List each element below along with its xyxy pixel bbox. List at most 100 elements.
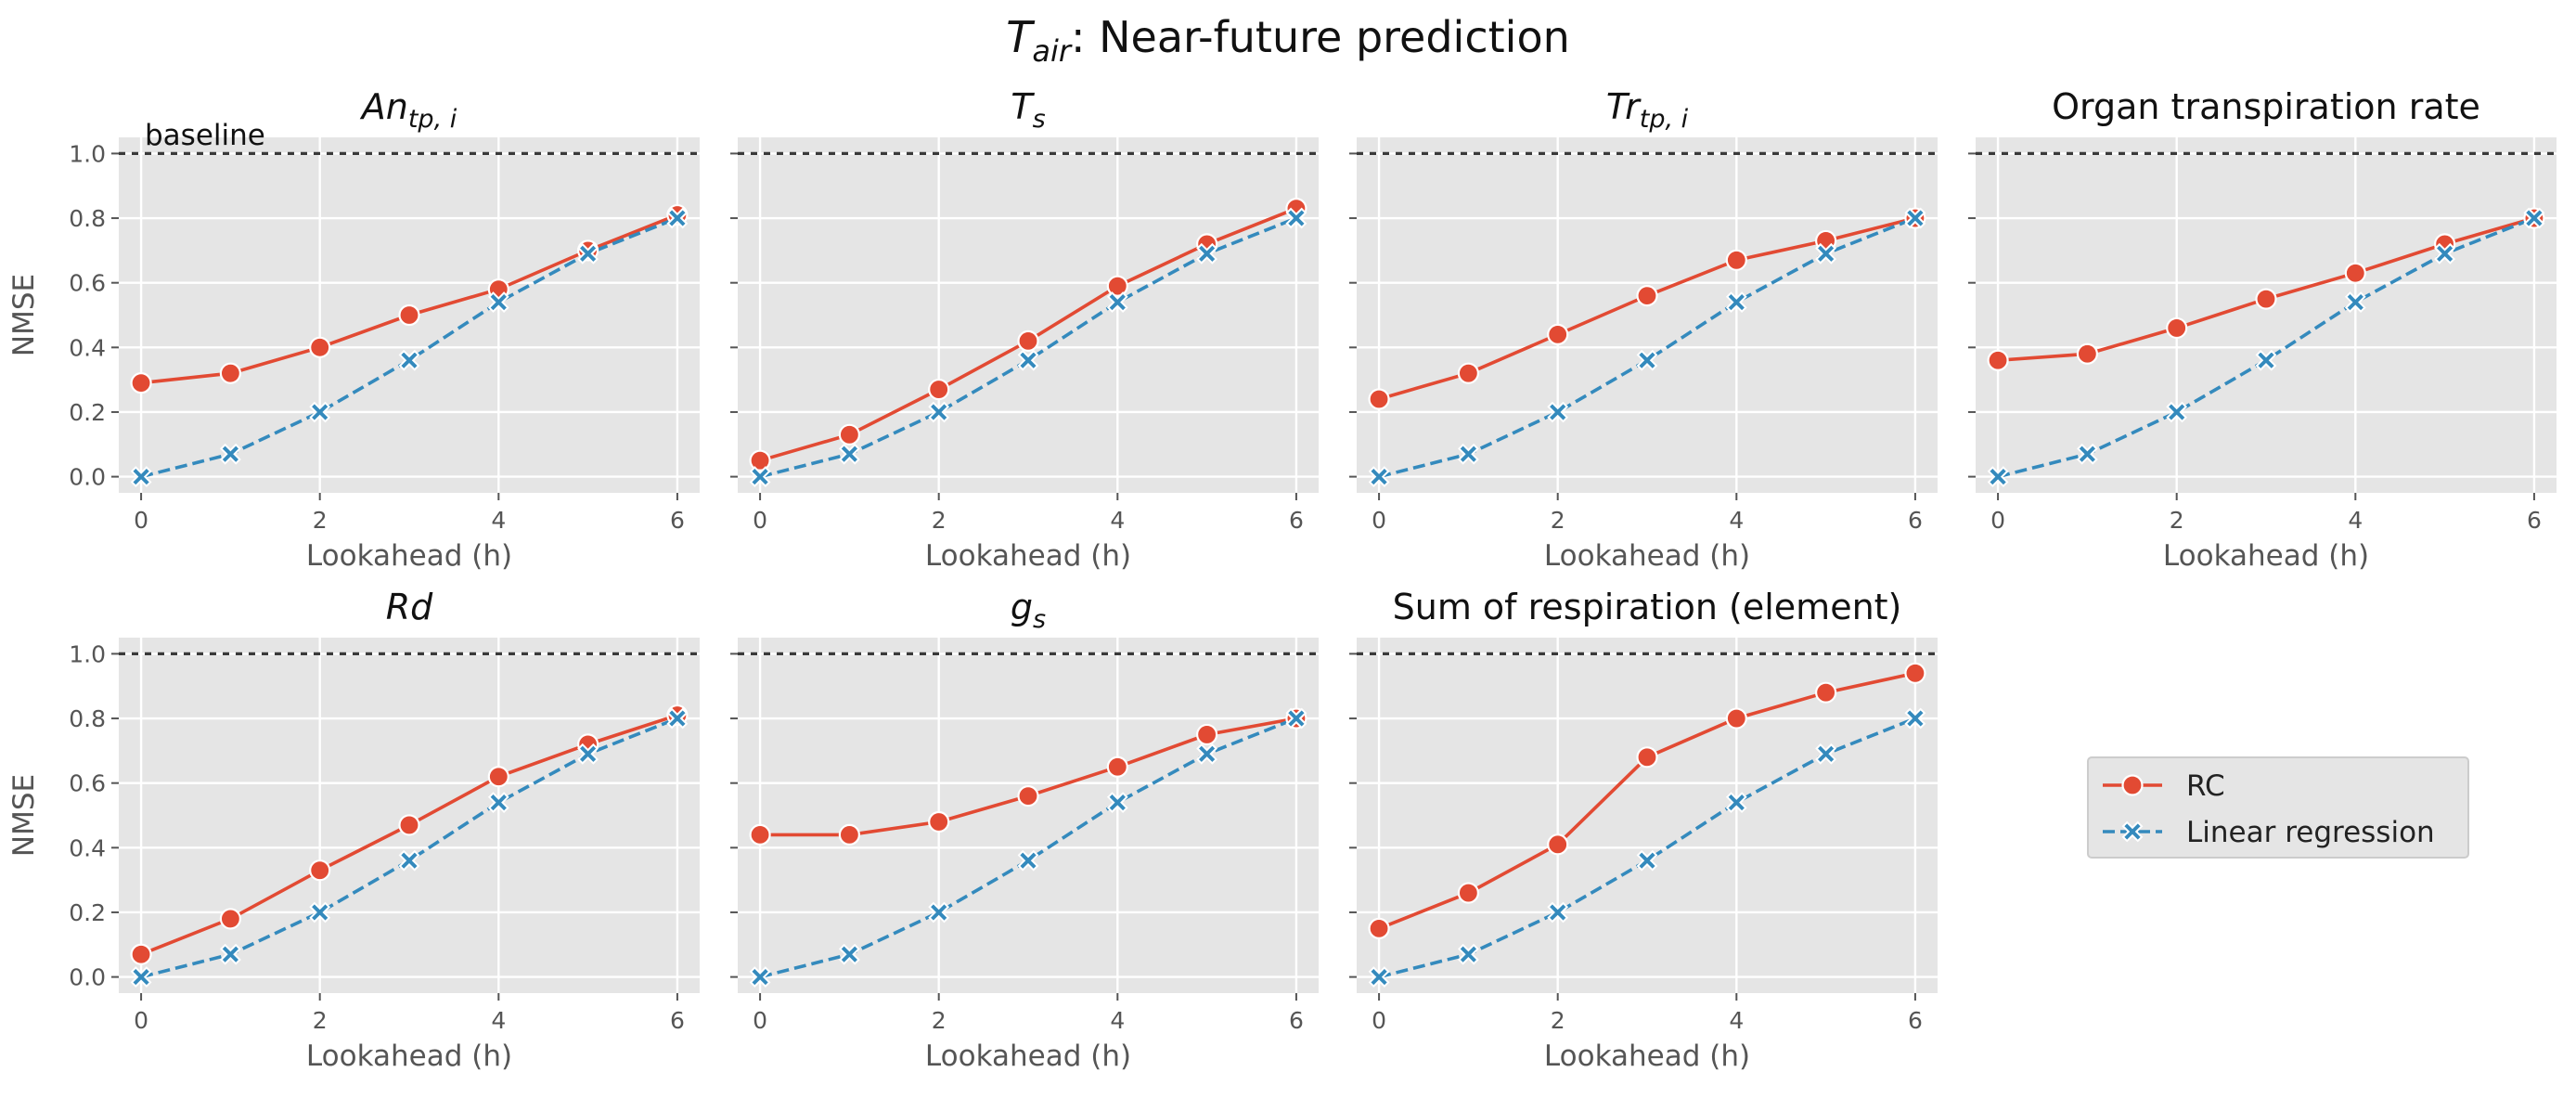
y-tick-label: 0.0: [69, 464, 106, 491]
linear-regression-point: [1815, 242, 1837, 265]
x-tick-label: 2: [313, 507, 328, 534]
figure-title-rest: : Near-future prediction: [1071, 12, 1570, 62]
x-tick-label: 4: [1729, 507, 1744, 534]
linear-regression-point: [577, 242, 599, 265]
rc-point: [219, 362, 241, 384]
y-axis-label: NMSE: [7, 274, 41, 356]
linear-regression-point: [487, 792, 509, 814]
x-tick-label: 2: [932, 507, 947, 534]
x-tick-label: 6: [1289, 507, 1304, 534]
linear-regression-point: [1904, 707, 1926, 730]
linear-regression-point: [1196, 743, 1218, 765]
subplot-4: 0 2 4 6 Lookahead (h) Organ transpiration rat…: [1968, 86, 2557, 573]
x-tick-label: 0: [1372, 507, 1386, 534]
rc-point: [398, 304, 420, 327]
x-tick-label: 0: [134, 1007, 148, 1034]
subplot-title: Rd: [386, 587, 433, 627]
subplot-grid: 0.0 0.2 0.4 0.6 0.8 1.0 0 2 4 6 Lookahead (h) NMSE A…: [7, 86, 2557, 1073]
x-tick-label: 0: [134, 507, 148, 534]
legend-entry-linear-regression: Linear regression: [2103, 816, 2435, 849]
subplot-title-subscript: s: [1033, 605, 1046, 634]
linear-regression-point: [1457, 943, 1479, 965]
legend-label: Linear regression: [2186, 816, 2435, 849]
linear-regression-point: [309, 901, 331, 924]
linear-regression-point: [130, 466, 152, 488]
x-axis-label: Lookahead (h): [2163, 539, 2369, 573]
subplot-title-main: Sum of respiration (element): [1393, 587, 1902, 627]
linear-regression-point: [749, 966, 771, 988]
linear-regression-point: [2166, 401, 2188, 423]
linear-regression-point: [219, 443, 241, 465]
rc-point: [1725, 249, 1747, 271]
linear-regression-point: [928, 901, 950, 924]
linear-regression-point: [1285, 207, 1307, 229]
legend-label: RC: [2186, 769, 2225, 803]
x-tick-label: 6: [1289, 1007, 1304, 1034]
subplot-7: 0 2 4 6 Lookahead (h) Sum of respiration (ele…: [1349, 587, 1938, 1073]
rc-point: [749, 449, 771, 471]
x-tick-label: 4: [1110, 507, 1125, 534]
x-tick-label: 2: [932, 1007, 947, 1034]
rc-point: [1106, 275, 1128, 297]
subplot-title: Sum of respiration (element): [1393, 587, 1902, 627]
linear-regression-point: [2523, 207, 2545, 229]
x-tick-label: 6: [670, 1007, 685, 1034]
plot-area: [1357, 638, 1938, 993]
y-tick-label: 0.6: [69, 270, 106, 297]
x-tick-label: 2: [313, 1007, 328, 1034]
linear-regression-point: [1636, 349, 1658, 371]
legend: RC Linear regression: [2087, 756, 2469, 859]
rc-point: [749, 823, 771, 846]
y-tick-label: 0.8: [69, 205, 106, 232]
rc-point: [1017, 785, 1039, 807]
x-tick-label: 6: [2527, 507, 2542, 534]
rc-point: [1457, 362, 1479, 384]
linear-regression-point: [577, 743, 599, 765]
rc-point: [309, 336, 331, 358]
rc-point: [1547, 833, 1569, 856]
y-tick-label: 0.2: [69, 899, 106, 926]
subplot-title-main: Rd: [386, 587, 433, 627]
rc-point: [130, 943, 152, 965]
plot-area: [738, 638, 1319, 993]
subplot-title: Antp, i: [359, 86, 457, 134]
rc-point: [928, 810, 950, 833]
linear-regression-point: [1017, 349, 1039, 371]
figure-title-subscript: air: [1032, 33, 1073, 69]
linear-regression-point: [1547, 901, 1569, 924]
legend-marker: [2121, 774, 2144, 796]
linear-regression-point: [398, 849, 420, 872]
y-tick-label: 1.0: [69, 640, 106, 667]
linear-regression-point: [1904, 207, 1926, 229]
linear-regression-point: [1815, 743, 1837, 765]
y-tick-label: 0.4: [69, 334, 106, 361]
rc-point: [1636, 285, 1658, 307]
y-tick-label: 1.0: [69, 140, 106, 167]
x-tick-label: 0: [1372, 1007, 1386, 1034]
x-axis-label: Lookahead (h): [306, 539, 512, 573]
subplot-title-subscript: tp, i: [1640, 105, 1689, 134]
subplot-title-main: An: [359, 86, 408, 127]
subplot-title: Ts: [1011, 86, 1045, 134]
rc-point: [1457, 882, 1479, 904]
y-axis-label: NMSE: [7, 774, 41, 857]
legend-marker: [2121, 820, 2144, 843]
linear-regression-point: [1368, 966, 1390, 988]
x-tick-label: 0: [753, 1007, 767, 1034]
subplot-6: 0 2 4 6 Lookahead (h) gs: [730, 587, 1319, 1073]
linear-regression-point: [1017, 849, 1039, 872]
subplot-title-subscript: tp, i: [408, 105, 457, 134]
linear-regression-point: [1196, 242, 1218, 265]
subplot-title: Organ transpiration rate: [2052, 86, 2480, 127]
linear-regression-point: [1725, 291, 1747, 314]
x-tick-label: 6: [670, 507, 685, 534]
x-tick-label: 2: [1551, 507, 1565, 534]
x-tick-label: 2: [2170, 507, 2184, 534]
linear-regression-point: [1725, 792, 1747, 814]
linear-regression-point: [398, 349, 420, 371]
rc-point: [1368, 388, 1390, 410]
x-axis-label: Lookahead (h): [1544, 539, 1750, 573]
y-tick-label: 0.0: [69, 964, 106, 991]
x-tick-label: 4: [1729, 1007, 1744, 1034]
